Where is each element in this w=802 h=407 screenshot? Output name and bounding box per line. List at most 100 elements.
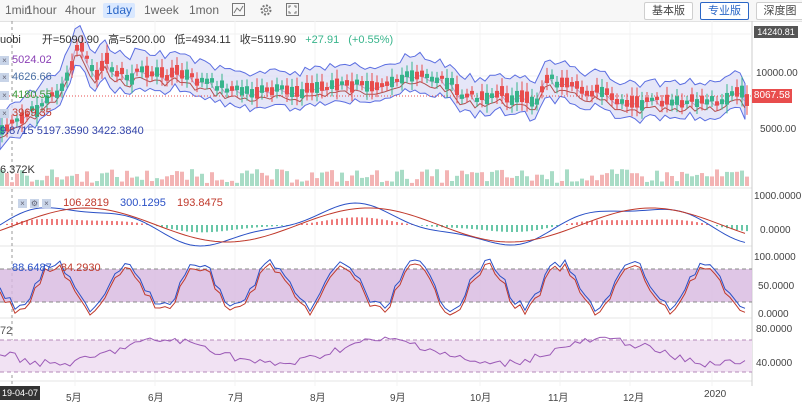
- ma-toggle-icon[interactable]: ×: [0, 90, 9, 100]
- volume-bar: [600, 174, 604, 186]
- candle-body: [175, 64, 179, 75]
- basic-view-button[interactable]: 基本版: [644, 2, 693, 20]
- volume-bar: [710, 176, 714, 186]
- volume-bar: [260, 172, 264, 186]
- price-axis-top: 14240.81: [754, 26, 798, 38]
- candle-body: [190, 73, 194, 78]
- candle-body: [490, 93, 494, 99]
- candle-body: [115, 70, 119, 77]
- volume-bar: [525, 176, 529, 186]
- volume-bar: [700, 173, 704, 186]
- candle-body: [405, 71, 409, 78]
- timeframe-4hour[interactable]: 4hour: [65, 3, 96, 17]
- volume-bar: [495, 170, 499, 186]
- ma-value-3: 4180.55: [12, 89, 52, 101]
- ma-toggle-icon[interactable]: ×: [0, 108, 9, 118]
- open-value: 开=5090.90: [41, 34, 100, 46]
- volume-bar: [150, 181, 154, 186]
- volume-bar: [210, 172, 214, 186]
- indicator-icon[interactable]: [231, 3, 246, 18]
- candle-body: [250, 89, 254, 98]
- candle-body: [565, 77, 569, 88]
- volume-bar: [0, 170, 4, 186]
- ma-toggle-icon[interactable]: ×: [0, 72, 9, 82]
- volume-bar: [395, 171, 399, 186]
- candle-body: [590, 90, 594, 97]
- candle-body: [285, 85, 289, 95]
- price-axis-label: 10000.00: [756, 68, 798, 79]
- candle-body: [575, 81, 579, 89]
- volume-bar: [510, 177, 514, 186]
- depth-view-button[interactable]: 深度图: [756, 2, 802, 20]
- timeframe-1week[interactable]: 1week: [144, 3, 179, 17]
- candle-body: [660, 100, 664, 107]
- ma-row-3: × 4180.55: [0, 89, 52, 101]
- ohlc-info: uobi 开=5090.90 高=5200.00 低=4934.11 收=511…: [0, 31, 399, 47]
- volume-bar: [530, 180, 534, 186]
- volume-bar: [740, 170, 744, 186]
- macd-settings-icon[interactable]: ⚙: [30, 198, 39, 208]
- volume-bar: [60, 179, 64, 186]
- volume-bar: [105, 172, 109, 186]
- candle-body: [625, 100, 629, 107]
- volume-bar: [660, 181, 664, 186]
- volume-bar: [455, 175, 459, 186]
- volume-bar: [470, 172, 474, 186]
- candle-body: [600, 86, 604, 97]
- candle-body: [420, 70, 424, 77]
- macd-close-icon[interactable]: ×: [42, 198, 51, 208]
- macd-toggle-icon[interactable]: ×: [18, 198, 27, 208]
- candle-body: [610, 93, 614, 101]
- candle-body: [645, 97, 649, 102]
- candle-body: [550, 74, 554, 80]
- candle-body: [35, 105, 39, 118]
- candle-body: [495, 90, 499, 98]
- volume-bar: [195, 176, 199, 186]
- timeframe-1day[interactable]: 1day: [103, 3, 136, 18]
- candle-body: [595, 84, 599, 93]
- volume-bar: [320, 172, 324, 186]
- candle-body: [170, 67, 174, 78]
- x-axis-label: 10月: [470, 393, 492, 404]
- candle-body: [80, 42, 84, 52]
- volume-bar: [545, 179, 549, 186]
- candle-body: [720, 99, 724, 105]
- volume-bar: [515, 175, 519, 186]
- candle-body: [615, 99, 619, 105]
- candle-body: [0, 125, 4, 135]
- volume-bar: [555, 182, 559, 186]
- settings-gear-icon[interactable]: [258, 3, 273, 18]
- candle-body: [280, 85, 284, 90]
- volume-bar: [415, 179, 419, 186]
- volume-bar: [685, 173, 689, 186]
- volume-bar: [340, 172, 344, 186]
- volume-bar: [70, 175, 74, 186]
- pro-view-button[interactable]: 专业版: [700, 2, 749, 20]
- volume-bar: [535, 174, 539, 186]
- timeframe-1min[interactable]: 1min: [5, 3, 32, 17]
- candlestick-chart[interactable]: [0, 21, 802, 407]
- candle-body: [685, 100, 689, 105]
- candle-body: [110, 67, 114, 72]
- x-axis-label: 7月: [228, 393, 244, 404]
- volume-bar: [185, 179, 189, 186]
- candle-body: [340, 81, 344, 85]
- candle-body: [260, 85, 264, 93]
- candle-body: [135, 68, 139, 72]
- fullscreen-icon[interactable]: [285, 3, 300, 18]
- volume-bar: [450, 180, 454, 186]
- candle-body: [225, 88, 229, 93]
- candle-body: [455, 84, 459, 95]
- timeframe-1mon[interactable]: 1mon: [189, 3, 220, 17]
- candle-body: [305, 82, 309, 93]
- candle-body: [235, 85, 239, 91]
- volume-bar: [170, 174, 174, 186]
- ma-toggle-icon[interactable]: ×: [0, 55, 9, 65]
- candle-body: [155, 67, 159, 77]
- candle-body: [400, 74, 404, 84]
- candle-body: [430, 76, 434, 82]
- volume-bar: [390, 181, 394, 186]
- timeframe-1hour[interactable]: 1hour: [26, 3, 57, 17]
- volume-bar: [365, 177, 369, 186]
- volume-bar: [505, 177, 509, 186]
